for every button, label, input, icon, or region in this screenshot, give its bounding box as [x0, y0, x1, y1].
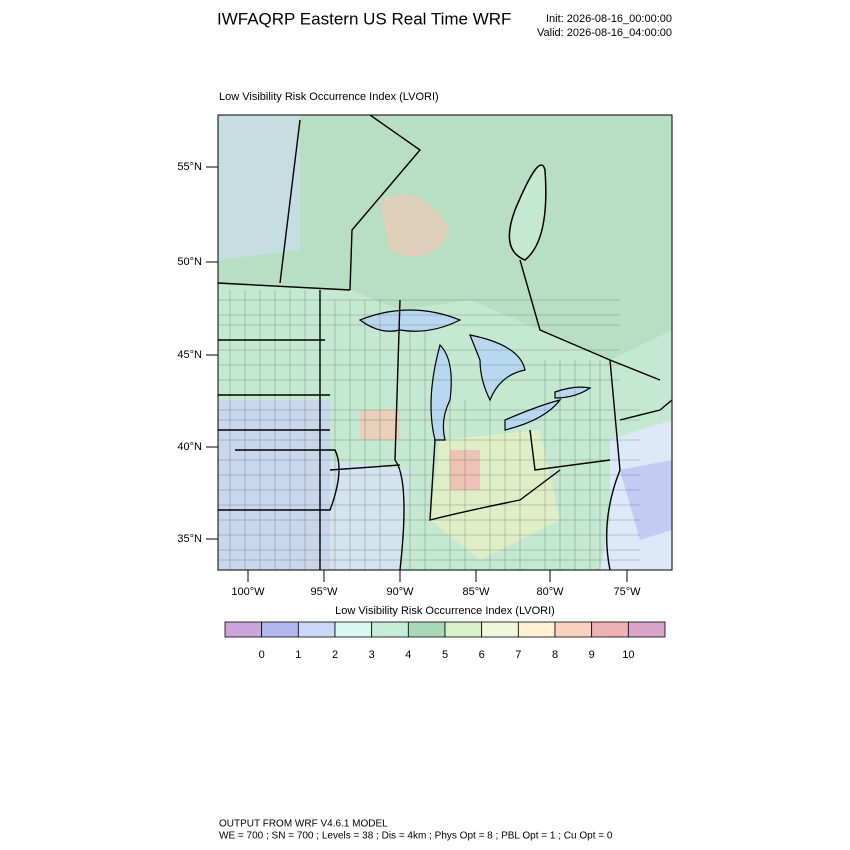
lon-label: 95°W — [310, 586, 338, 598]
lon-label: 90°W — [386, 586, 414, 598]
colorbar-box — [407, 621, 446, 638]
colorbar-label: 2 — [332, 649, 338, 661]
valid-time: Valid: 2026-08-16_04:00:00 — [537, 27, 672, 39]
footer-line: WE = 700 ; SN = 700 ; Levels = 38 ; Dis … — [219, 831, 613, 842]
colorbar-label: 6 — [479, 649, 485, 661]
colorbar-box — [334, 621, 373, 638]
colorbar-title: Low Visibility Risk Occurrence Index (LV… — [335, 605, 555, 617]
colorbar-box — [517, 621, 556, 638]
colorbar-label: 4 — [405, 649, 411, 661]
colorbar-box — [371, 621, 409, 638]
lat-label: 40°N — [177, 441, 202, 453]
lon-label: 75°W — [613, 586, 641, 598]
colorbar-box — [554, 621, 593, 638]
colorbar-label: 10 — [622, 649, 634, 661]
colorbar-label: 1 — [295, 649, 301, 661]
colorbar-label: 5 — [442, 649, 448, 661]
lon-label: 100°W — [231, 586, 265, 598]
map-title: Low Visibility Risk Occurrence Index (LV… — [219, 91, 439, 103]
colorbar-box — [224, 621, 263, 638]
footer-line: OUTPUT FROM WRF V4.6.1 MODEL — [219, 819, 388, 830]
colorbar-box — [297, 621, 336, 638]
colorbar-label: 9 — [589, 649, 595, 661]
lon-label: 85°W — [462, 586, 490, 598]
map — [217, 114, 673, 571]
colorbar-label: 0 — [259, 649, 265, 661]
lon-label: 80°W — [536, 586, 564, 598]
colorbar-box — [261, 621, 299, 638]
colorbar-box — [481, 621, 519, 638]
title: IWFAQRP Eastern US Real Time WRF — [217, 9, 511, 28]
colorbar-label: 3 — [369, 649, 375, 661]
colorbar-box — [627, 621, 666, 638]
init-time: Init: 2026-08-16_00:00:00 — [546, 13, 672, 25]
colorbar-label: 7 — [515, 649, 521, 661]
lat-label: 45°N — [177, 349, 202, 361]
lat-label: 50°N — [177, 256, 202, 268]
colorbar-label: 8 — [552, 649, 558, 661]
lat-label: 55°N — [177, 161, 202, 173]
colorbar-box — [591, 621, 629, 638]
colorbar-box — [444, 621, 483, 638]
colorbar: 0 1 2 3 4 5 6 7 8 9 10 — [224, 621, 666, 661]
lat-label: 35°N — [177, 533, 202, 545]
